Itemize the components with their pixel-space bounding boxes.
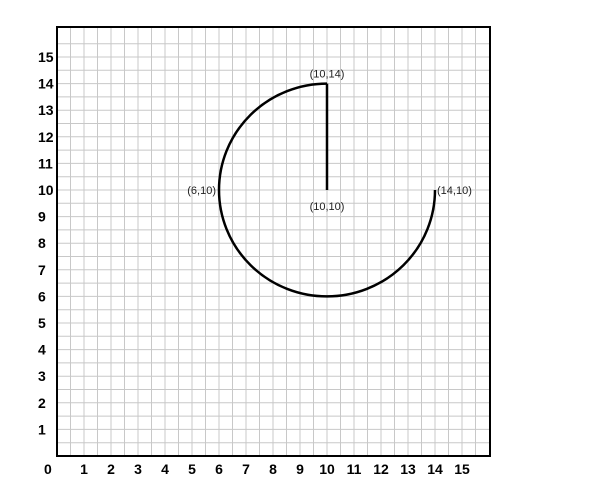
y-tick-label: 3 <box>38 368 46 384</box>
y-tick-label: 14 <box>38 76 54 92</box>
plot-frame <box>56 26 491 457</box>
x-tick-label: 6 <box>215 461 223 477</box>
y-tick-label: 13 <box>38 102 54 118</box>
x-tick-label: 10 <box>319 461 335 477</box>
x-tick-label: 8 <box>269 461 277 477</box>
point-label: (10,10) <box>310 201 345 213</box>
x-tick-label: 13 <box>400 461 416 477</box>
origin-label: 0 <box>44 461 52 477</box>
x-tick-label: 4 <box>161 461 169 477</box>
point-label: (14,10) <box>437 185 472 197</box>
y-tick-label: 5 <box>38 315 46 331</box>
x-tick-label: 15 <box>454 461 470 477</box>
circle-arc-shape <box>217 82 437 298</box>
y-tick-label: 10 <box>38 182 54 198</box>
x-tick-label: 12 <box>373 461 389 477</box>
y-tick-label: 9 <box>38 209 46 225</box>
grid-lines <box>56 27 490 457</box>
x-tick-label: 1 <box>80 461 88 477</box>
y-tick-label: 6 <box>38 288 46 304</box>
point-labels: (10,14) (6,10) (10,10) (14,10) <box>187 69 472 213</box>
y-tick-label: 4 <box>38 342 46 358</box>
y-tick-label: 15 <box>38 49 54 65</box>
point-label: (6,10) <box>187 185 216 197</box>
y-tick-label: 8 <box>38 235 46 251</box>
x-tick-label: 3 <box>134 461 142 477</box>
x-tick-label: 11 <box>347 461 362 477</box>
plot-border <box>56 26 491 457</box>
y-tick-label: 12 <box>38 129 54 145</box>
circle-arc <box>217 82 437 298</box>
x-tick-label: 7 <box>242 461 250 477</box>
x-tick-label: 2 <box>107 461 115 477</box>
y-tick-label: 11 <box>38 155 53 171</box>
y-tick-label: 2 <box>38 395 46 411</box>
y-tick-label: 7 <box>38 262 46 278</box>
x-tick-label: 5 <box>188 461 196 477</box>
x-tick-label: 14 <box>427 461 443 477</box>
y-tick-label: 1 <box>38 421 46 437</box>
point-label: (10,14) <box>310 69 345 81</box>
x-tick-label: 9 <box>296 461 304 477</box>
tick-labels: 0 1 2 3 4 5 6 7 8 9 10 11 12 13 14 1512345678910111213… <box>38 49 470 477</box>
